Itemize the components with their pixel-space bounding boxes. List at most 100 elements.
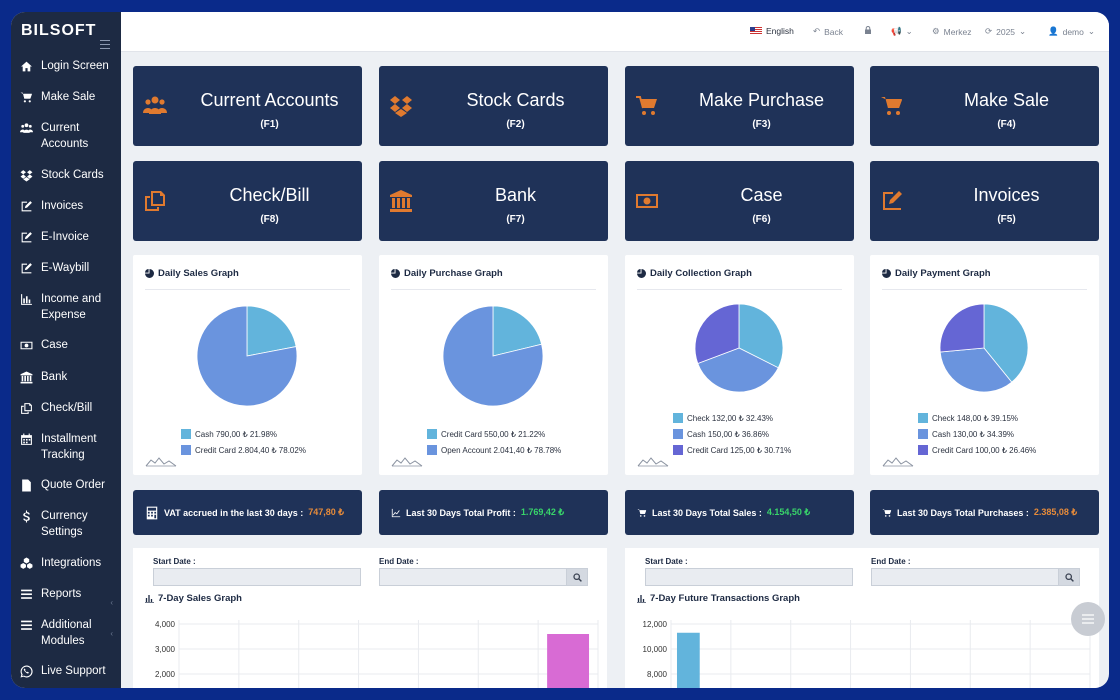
notifications-button[interactable]: 📢 ⌄ bbox=[891, 26, 913, 37]
sidebar-item-label: Additional Modules bbox=[41, 619, 92, 647]
sidebar-item-live-support[interactable]: Live Support bbox=[11, 664, 121, 680]
users-icon bbox=[19, 123, 33, 133]
sidebar-item-income-and-expense[interactable]: Income and Expense bbox=[11, 292, 121, 323]
y-tick-label: 12,000 bbox=[643, 620, 668, 629]
legend-item[interactable]: Credit Card 2.804,40 ₺ 78.02% bbox=[181, 442, 306, 458]
money-icon bbox=[20, 341, 32, 350]
pie-slice-credit-card[interactable] bbox=[694, 303, 740, 364]
shortcut-make-purchase[interactable]: Make Purchase (F3) bbox=[625, 66, 854, 146]
pie-slice-cash[interactable] bbox=[246, 305, 297, 357]
start-date-input[interactable] bbox=[645, 568, 853, 586]
sidebar-item-e-invoice[interactable]: E-Invoice bbox=[11, 230, 121, 246]
legend-item[interactable]: Check 132,00 ₺ 32.43% bbox=[673, 410, 791, 426]
menu-icon bbox=[1082, 614, 1094, 624]
lock-icon bbox=[865, 26, 871, 34]
shortcut-case[interactable]: Case (F6) bbox=[625, 161, 854, 241]
sidebar-item-bank[interactable]: Bank bbox=[11, 370, 121, 386]
language-selector[interactable]: English bbox=[750, 26, 794, 36]
pie-panel-daily-purchase-graph: Daily Purchase Graph Credit Card 550,00 ₺… bbox=[379, 255, 608, 475]
shortcut-bank[interactable]: Bank (F7) bbox=[379, 161, 608, 241]
pie-chart-icon bbox=[637, 269, 646, 278]
search-button[interactable] bbox=[1058, 568, 1080, 586]
app-window: BILSOFT Login Screen Make Sale Current Acc… bbox=[11, 12, 1109, 688]
legend-item[interactable]: Credit Card 125,00 ₺ 30.71% bbox=[673, 442, 791, 458]
sidebar-item-label: Quote Order bbox=[41, 479, 105, 491]
year-selector[interactable]: ⟳ 2025 ⌄ bbox=[985, 26, 1026, 37]
bank-icon-wrap bbox=[11, 370, 41, 384]
chevron-left-icon: ‹ bbox=[110, 598, 113, 607]
pie-chart bbox=[939, 303, 1029, 393]
legend-swatch bbox=[918, 429, 928, 439]
copy-icon bbox=[20, 403, 32, 414]
end-date-input[interactable] bbox=[871, 568, 1059, 586]
divider bbox=[145, 289, 350, 290]
sidebar-item-login-screen[interactable]: Login Screen bbox=[11, 59, 121, 75]
shortcut-stock-cards[interactable]: Stock Cards (F2) bbox=[379, 66, 608, 146]
pie-slice-cash[interactable] bbox=[939, 347, 1013, 393]
shortcut-invoices[interactable]: Invoices (F5) bbox=[870, 161, 1099, 241]
back-button[interactable]: ↶ Back bbox=[813, 26, 843, 37]
users-icon bbox=[143, 96, 167, 114]
sidebar-item-installment-tracking[interactable]: Installment Tracking bbox=[11, 432, 121, 463]
pie-slice-cash[interactable] bbox=[697, 347, 779, 393]
shortcut-check-bill[interactable]: Check/Bill (F8) bbox=[133, 161, 362, 241]
pie-slice-credit-card[interactable] bbox=[492, 305, 543, 357]
end-date-input[interactable] bbox=[379, 568, 567, 586]
y-tick-label: 3,000 bbox=[155, 645, 176, 654]
chevron-down-icon: ⌄ bbox=[1019, 26, 1027, 36]
legend-item[interactable]: Check 148,00 ₺ 39.15% bbox=[918, 410, 1036, 426]
pie-slice-check[interactable] bbox=[738, 303, 784, 369]
sidebar-item-check-bill[interactable]: Check/Bill bbox=[11, 401, 121, 417]
sidebar-item-currency-settings[interactable]: Currency Settings bbox=[11, 509, 121, 540]
sidebar-item-label: Bank bbox=[41, 371, 68, 383]
panel-title: Daily Sales Graph bbox=[145, 268, 239, 279]
legend-item[interactable]: Cash 130,00 ₺ 34.39% bbox=[918, 426, 1036, 442]
lock-button[interactable] bbox=[864, 26, 872, 34]
floating-menu-button[interactable] bbox=[1071, 602, 1105, 636]
sidebar-item-additional-modules[interactable]: Additional Modules ‹ bbox=[11, 618, 121, 649]
legend-item[interactable]: Cash 150,00 ₺ 36.86% bbox=[673, 426, 791, 442]
pie-slice-credit-card[interactable] bbox=[196, 305, 298, 407]
start-date-input[interactable] bbox=[153, 568, 361, 586]
pie-slice-check[interactable] bbox=[983, 303, 1029, 383]
sidebar: BILSOFT Login Screen Make Sale Current Acc… bbox=[11, 12, 121, 688]
pie-slice-credit-card[interactable] bbox=[939, 303, 985, 353]
cart-download-icon bbox=[635, 94, 661, 118]
cart-icon bbox=[20, 92, 32, 103]
stat-label: Last 30 Days Total Sales : bbox=[652, 507, 762, 518]
users-icon-wrap bbox=[11, 121, 41, 135]
menu-toggle-icon[interactable] bbox=[100, 40, 110, 49]
legend-item[interactable]: Credit Card 100,00 ₺ 26.46% bbox=[918, 442, 1036, 458]
sidebar-item-quote-order[interactable]: Quote Order bbox=[11, 478, 121, 494]
sidebar-item-current-accounts[interactable]: Current Accounts bbox=[11, 121, 121, 152]
future-7day-title: 7-Day Future Transactions Graph bbox=[637, 593, 800, 604]
sidebar-item-make-sale[interactable]: Make Sale bbox=[11, 90, 121, 106]
sidebar-item-case[interactable]: Case bbox=[11, 338, 121, 354]
sidebar-item-stock-cards[interactable]: Stock Cards bbox=[11, 168, 121, 184]
sidebar-item-label: Invoices bbox=[41, 200, 84, 212]
stat-label: Last 30 Days Total Profit : bbox=[406, 507, 516, 518]
user-menu[interactable]: 👤 demo ⌄ bbox=[1048, 26, 1095, 37]
sidebar-item-invoices[interactable]: Invoices bbox=[11, 199, 121, 215]
sidebar-item-label: Login Screen bbox=[41, 60, 109, 72]
sidebar-item-integrations[interactable]: Integrations bbox=[11, 556, 121, 572]
sidebar-item-label: Installment Tracking bbox=[41, 433, 97, 461]
legend-item[interactable]: Cash 790,00 ₺ 21.98% bbox=[181, 426, 306, 442]
sidebar-item-reports[interactable]: Reports ‹ bbox=[11, 587, 121, 607]
search-icon bbox=[1064, 572, 1074, 582]
branch-selector[interactable]: ⚙ Merkez bbox=[932, 26, 972, 37]
bar[interactable] bbox=[547, 634, 590, 688]
pie-slice-open-account[interactable] bbox=[442, 305, 544, 407]
shortcut-current-accounts[interactable]: Current Accounts (F1) bbox=[133, 66, 362, 146]
dollar-icon bbox=[22, 510, 30, 523]
panel-title-text: Daily Collection Graph bbox=[650, 268, 752, 279]
legend-item[interactable]: Credit Card 550,00 ₺ 21.22% bbox=[427, 426, 561, 442]
shortcut-key: (F4) bbox=[997, 119, 1016, 130]
copy-icon-wrap bbox=[11, 401, 41, 415]
sidebar-item-e-waybill[interactable]: E-Waybill bbox=[11, 261, 121, 277]
legend-item[interactable]: Open Account 2.041,40 ₺ 78.78% bbox=[427, 442, 561, 458]
shortcut-make-sale[interactable]: Make Sale (F4) bbox=[870, 66, 1099, 146]
bar[interactable] bbox=[676, 632, 700, 688]
stat-value: 1.769,42 ₺ bbox=[520, 507, 565, 517]
search-button[interactable] bbox=[566, 568, 588, 586]
